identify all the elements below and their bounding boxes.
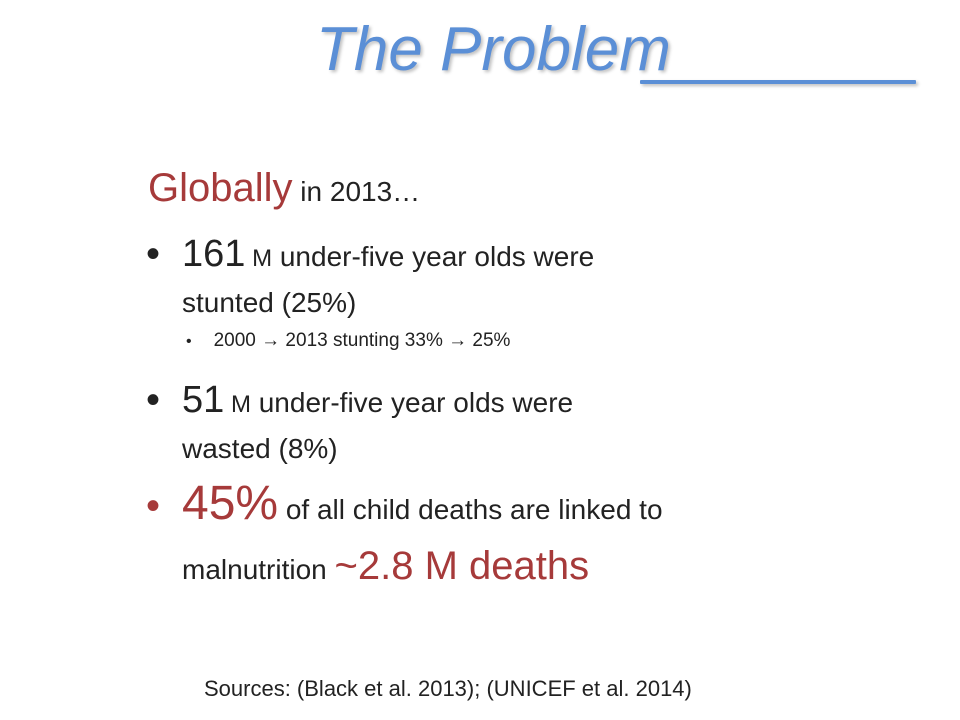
sub-bullet-stunting-trend: • 2000 → 2013 stunting 33% → 25%	[186, 330, 510, 352]
deaths-line2: malnutrition	[182, 554, 335, 585]
stunted-unit: M	[245, 245, 273, 272]
wasted-unit: M	[224, 391, 251, 418]
intro-year: in 2013…	[292, 176, 421, 207]
stunting-trend-text: 2000 → 2013 stunting 33% → 25%	[213, 330, 511, 351]
bullet-dot-icon: •	[146, 378, 161, 422]
deaths-count: ~2.8 M deaths	[334, 544, 590, 588]
bullet-text: 51 M under-five year olds were wasted (8…	[182, 378, 573, 471]
stunted-line2: stunted (25%)	[182, 287, 357, 318]
deaths-line1: of all child deaths are linked to	[278, 494, 663, 525]
wasted-line2: wasted (8%)	[182, 433, 338, 464]
slide-title: The Problem	[316, 15, 671, 84]
stunted-number: 161	[182, 233, 246, 275]
wasted-number: 51	[182, 379, 225, 421]
sources-citation: Sources: (Black et al. 2013); (UNICEF et…	[204, 676, 692, 701]
sub-bullet-dot-icon: •	[186, 333, 192, 350]
stunted-line1: under-five year olds were	[272, 241, 595, 272]
bullet-text: 161 M under-five year olds were stunted …	[182, 232, 594, 325]
intro-globally: Globally	[148, 166, 293, 210]
wasted-line1: under-five year olds were	[250, 387, 574, 418]
intro-line: Globally in 2013…	[148, 164, 420, 212]
deaths-percent: 45%	[182, 477, 279, 530]
bullet-dot-icon: •	[146, 484, 161, 528]
title-underline	[640, 80, 916, 84]
bullet-text: 45% of all child deaths are linked to ma…	[182, 476, 663, 598]
bullet-dot-icon: •	[146, 232, 161, 276]
